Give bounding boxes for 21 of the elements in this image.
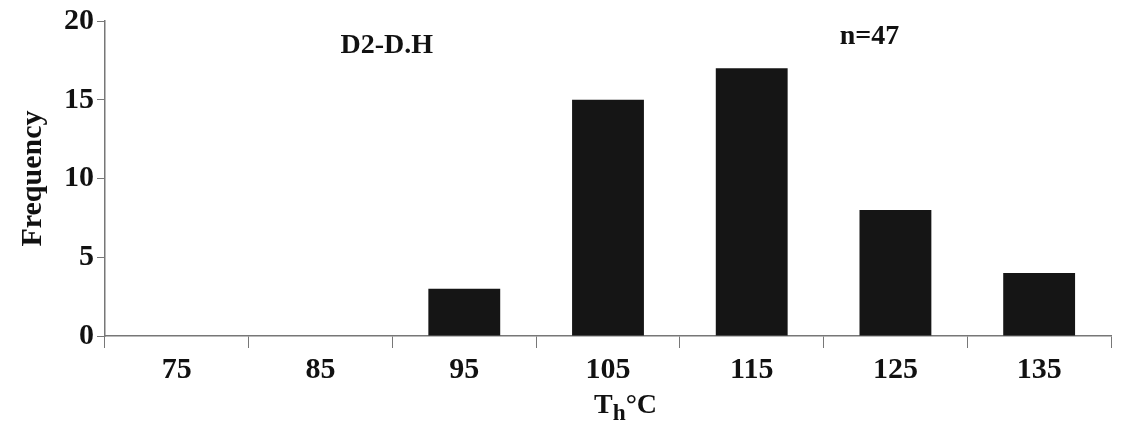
x-tick-label: 85	[305, 350, 336, 384]
bar	[572, 99, 644, 336]
annotation: D2-D.H	[340, 28, 434, 60]
annotation: n=47	[839, 18, 900, 50]
x-tick-label: 95	[449, 350, 480, 384]
y-axis-title: Frequency	[13, 110, 47, 247]
x-tick-label: 135	[1016, 350, 1062, 384]
bar	[715, 68, 788, 336]
x-axis-title: T$_{h}$°C	[592, 388, 659, 426]
x-tick-label: 105	[585, 350, 631, 384]
x-tick-label: 115	[730, 350, 774, 384]
bar	[428, 288, 501, 336]
x-tick-label: 125	[872, 350, 918, 384]
x-tick-label: 75	[161, 350, 192, 384]
y-tick-label: 0	[79, 316, 94, 350]
y-tick-label: 10	[64, 159, 94, 193]
y-tick-label: 20	[64, 1, 94, 35]
y-tick-label: 5	[79, 238, 94, 271]
bar	[1003, 273, 1076, 336]
bar	[859, 210, 932, 336]
y-tick-label: 15	[64, 80, 94, 114]
